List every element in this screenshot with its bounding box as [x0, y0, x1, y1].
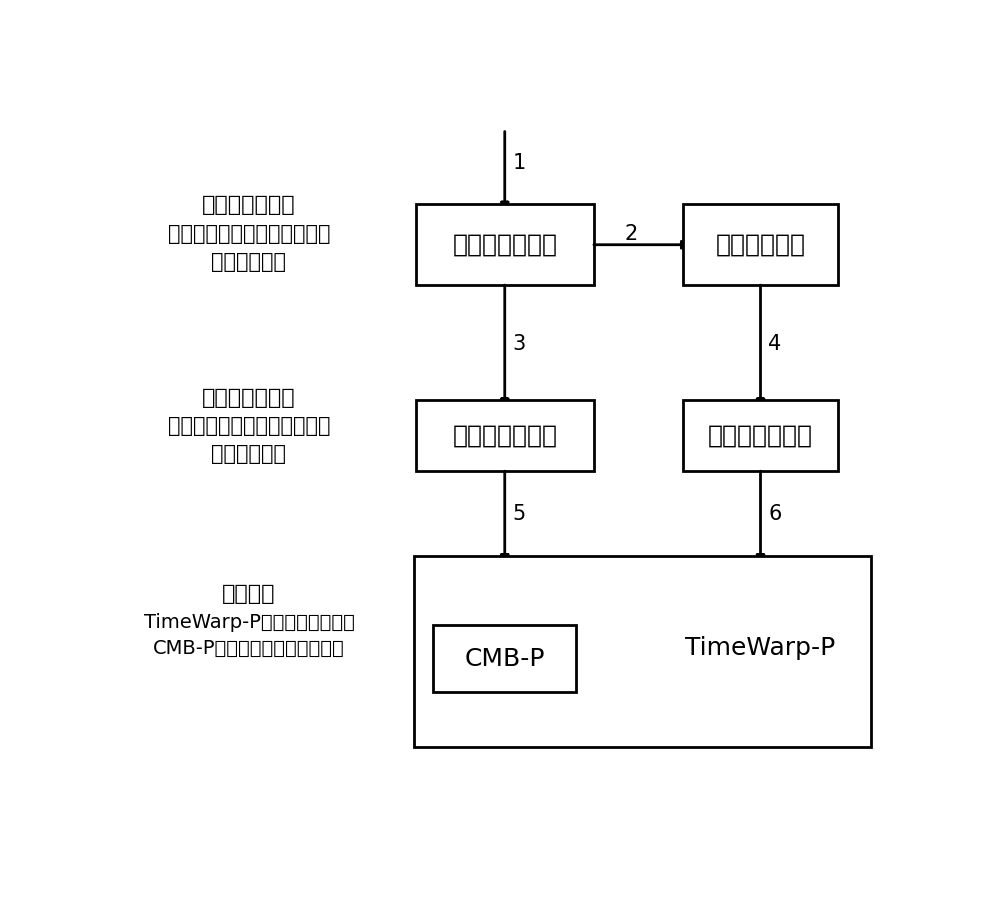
Text: 优先级分配算法: 优先级分配算法 — [452, 424, 557, 448]
Text: 1: 1 — [512, 153, 526, 174]
Text: 优先级分配算法用于生成可并
行的事件队列: 优先级分配算法用于生成可并 行的事件队列 — [168, 416, 330, 464]
Text: 5: 5 — [512, 504, 526, 524]
Text: 2: 2 — [625, 224, 638, 244]
Text: 仿真阶段: 仿真阶段 — [222, 584, 276, 605]
Text: 数据预处理阶段: 数据预处理阶段 — [202, 195, 296, 215]
Text: 最大团增强算法: 最大团增强算法 — [452, 233, 557, 256]
Bar — [416, 204, 594, 286]
Text: 最大团增强算法和锥形分区算
法用于图分割: 最大团增强算法和锥形分区算 法用于图分割 — [168, 223, 330, 271]
Bar — [416, 401, 594, 471]
Text: 锥形分区算法: 锥形分区算法 — [716, 233, 806, 256]
Bar — [683, 401, 838, 471]
Text: 优先级分配阶段: 优先级分配阶段 — [202, 388, 296, 408]
Bar — [433, 625, 576, 692]
Bar — [414, 556, 871, 747]
Text: TimeWarp-P算法用于团间仿真
CMB-P算法用于团内部结点仿真: TimeWarp-P算法用于团间仿真 CMB-P算法用于团内部结点仿真 — [144, 613, 354, 658]
Bar — [683, 204, 838, 286]
Text: 3: 3 — [512, 334, 526, 354]
Text: CMB-P: CMB-P — [464, 647, 545, 671]
Text: 优先级分配算法: 优先级分配算法 — [708, 424, 813, 448]
Text: 6: 6 — [768, 504, 782, 524]
Text: TimeWarp-P: TimeWarp-P — [685, 636, 836, 660]
Text: 4: 4 — [768, 334, 782, 354]
